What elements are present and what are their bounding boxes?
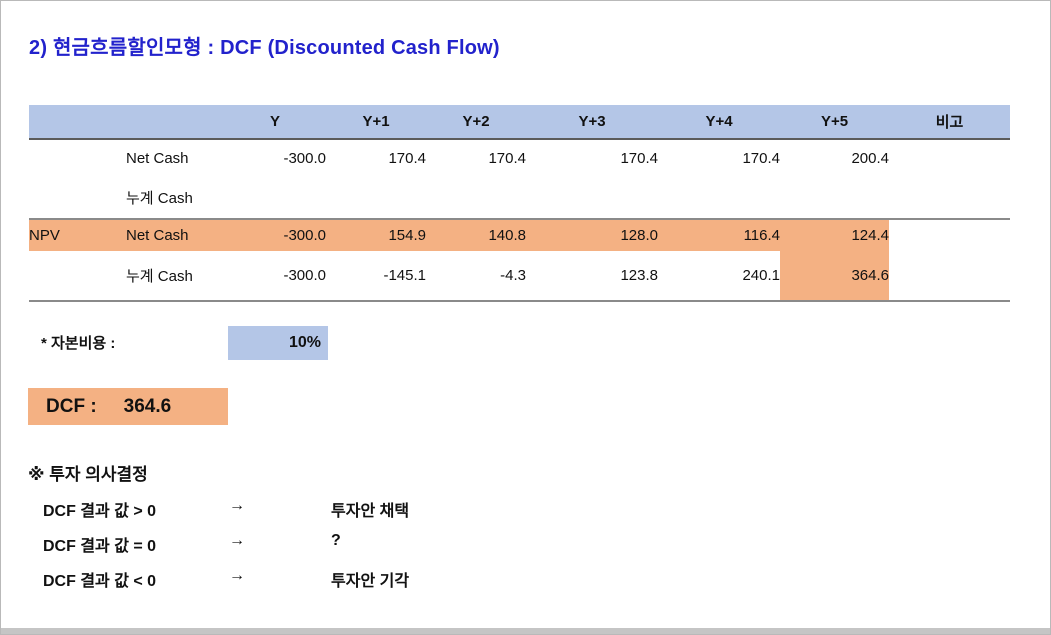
decision-section-heading: ※ 투자 의사결정 (28, 465, 148, 484)
cell-value: 154.9 (326, 219, 426, 251)
header-cell-y1: Y+1 (326, 105, 426, 140)
header-cell-y5: Y+5 (780, 105, 889, 140)
page-title: 2) 현금흐름할인모형 : DCF (Discounted Cash Flow) (29, 37, 500, 59)
table-row-npv-net-cash: NPV Net Cash -300.0 154.9 140.8 128.0 11… (29, 219, 1010, 251)
cell-value: -300.0 (224, 219, 326, 251)
cell-value: 170.4 (388, 150, 426, 167)
decision-result: ? (331, 532, 341, 549)
cell-value: -300.0 (283, 150, 326, 167)
header-cell-y3: Y+3 (526, 105, 658, 140)
header-cell-y: Y (224, 105, 326, 140)
arrow-icon: → (229, 567, 245, 584)
cell-note (889, 139, 1010, 177)
cell-value: 170.4 (488, 150, 526, 167)
table-row-npv-cumulative-cash: 누계 Cash -300.0 -145.1 -4.3 123.8 240.1 3… (29, 251, 1010, 302)
row-label: 누계 Cash (126, 177, 224, 220)
capital-cost-value: 10% (288, 334, 321, 351)
cell-value (224, 177, 326, 220)
header-cell-y4: Y+4 (658, 105, 780, 140)
decision-condition: DCF 결과 값 < 0 (43, 573, 157, 590)
cell-value-dcf-result: 364.6 (780, 251, 889, 302)
decision-rule-zero: DCF 결과 값 = 0 → ? (1, 532, 1050, 556)
cell-value: 123.8 (526, 251, 658, 302)
dcf-label: DCF : (46, 395, 97, 417)
cash-flow-table: Y Y+1 Y+2 Y+3 Y+4 Y+5 비고 Net Cash -300.0… (29, 105, 1010, 302)
cell-value: 140.8 (426, 219, 526, 251)
cell-value (326, 177, 426, 220)
header-cell-y2: Y+2 (426, 105, 526, 140)
decision-result: 투자안 채택 (331, 503, 410, 520)
row-group (29, 177, 126, 220)
table-row-net-cash: Net Cash -300.0 170.4 170.4 170.4 170.4 … (29, 139, 1010, 177)
cell-value: 200.4 (851, 150, 889, 167)
cell-note (889, 251, 1010, 302)
cell-value (426, 177, 526, 220)
row-label: Net Cash (126, 150, 189, 167)
row-label: Net Cash (126, 219, 224, 251)
cell-value (780, 177, 889, 220)
cell-value (526, 177, 658, 220)
row-label: 누계 Cash (126, 251, 224, 302)
cell-value: 240.1 (658, 251, 780, 302)
arrow-icon: → (229, 532, 245, 549)
cell-value: -4.3 (426, 251, 526, 302)
header-cell-note: 비고 (889, 105, 1010, 140)
cell-value: 128.0 (526, 219, 658, 251)
dcf-result-box: DCF : 364.6 (28, 388, 228, 425)
header-cell-label (126, 105, 224, 140)
decision-rule-negative: DCF 결과 값 < 0 → 투자안 기각 (1, 567, 1050, 591)
decision-rule-positive: DCF 결과 값 > 0 → 투자안 채택 (1, 497, 1050, 521)
cell-value: 124.4 (780, 219, 889, 251)
table-header-row: Y Y+1 Y+2 Y+3 Y+4 Y+5 비고 (29, 105, 1010, 140)
arrow-icon: → (229, 497, 245, 514)
row-group-npv: NPV (29, 219, 126, 251)
capital-cost-input-cell[interactable]: 10% (228, 326, 328, 360)
cell-note (889, 177, 1010, 220)
cell-value: 116.4 (658, 219, 780, 251)
cell-value (658, 177, 780, 220)
table-row-cumulative-cash: 누계 Cash (29, 177, 1010, 220)
cell-value: -300.0 (224, 251, 326, 302)
header-cell-group (29, 105, 126, 140)
cell-note (889, 219, 1010, 251)
row-group (29, 139, 126, 177)
cell-value: 170.4 (742, 150, 780, 167)
dcf-value: 364.6 (123, 395, 172, 417)
row-group (29, 251, 126, 302)
bottom-divider-bar (1, 628, 1050, 634)
cell-value: -145.1 (326, 251, 426, 302)
decision-condition: DCF 결과 값 = 0 (43, 538, 157, 555)
decision-condition: DCF 결과 값 > 0 (43, 503, 157, 520)
decision-result: 투자안 기각 (331, 573, 410, 590)
capital-cost-label: * 자본비용 : (41, 335, 116, 352)
cell-value: 170.4 (620, 150, 658, 167)
